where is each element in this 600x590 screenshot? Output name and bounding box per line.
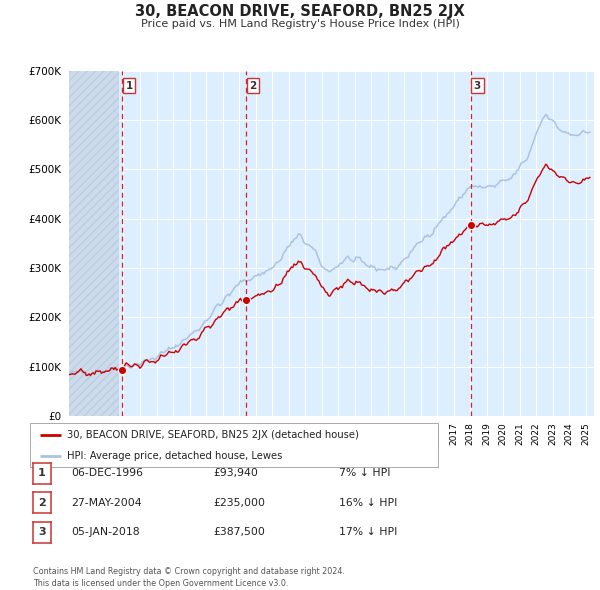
Text: £93,940: £93,940 bbox=[213, 468, 258, 478]
Text: 30, BEACON DRIVE, SEAFORD, BN25 2JX: 30, BEACON DRIVE, SEAFORD, BN25 2JX bbox=[135, 4, 465, 19]
Text: 30, BEACON DRIVE, SEAFORD, BN25 2JX (detached house): 30, BEACON DRIVE, SEAFORD, BN25 2JX (det… bbox=[67, 431, 359, 440]
Text: 1: 1 bbox=[38, 468, 46, 478]
Text: 3: 3 bbox=[474, 81, 481, 91]
Text: 05-JAN-2018: 05-JAN-2018 bbox=[71, 527, 139, 537]
Point bbox=[118, 365, 127, 374]
Text: HPI: Average price, detached house, Lewes: HPI: Average price, detached house, Lewe… bbox=[67, 451, 282, 461]
Text: Price paid vs. HM Land Registry's House Price Index (HPI): Price paid vs. HM Land Registry's House … bbox=[140, 19, 460, 29]
Point bbox=[466, 220, 475, 230]
Text: 2: 2 bbox=[38, 498, 46, 507]
Text: 3: 3 bbox=[38, 527, 46, 537]
Text: 16% ↓ HPI: 16% ↓ HPI bbox=[339, 498, 397, 507]
Text: 2: 2 bbox=[249, 81, 256, 91]
Text: 7% ↓ HPI: 7% ↓ HPI bbox=[339, 468, 391, 478]
Text: 17% ↓ HPI: 17% ↓ HPI bbox=[339, 527, 397, 537]
Text: 27-MAY-2004: 27-MAY-2004 bbox=[71, 498, 142, 507]
Text: £235,000: £235,000 bbox=[213, 498, 265, 507]
Bar bbox=[69, 71, 119, 416]
Text: 06-DEC-1996: 06-DEC-1996 bbox=[71, 468, 143, 478]
Text: Contains HM Land Registry data © Crown copyright and database right 2024.
This d: Contains HM Land Registry data © Crown c… bbox=[33, 567, 345, 588]
Point bbox=[241, 296, 251, 305]
Text: 1: 1 bbox=[125, 81, 133, 91]
Text: £387,500: £387,500 bbox=[213, 527, 265, 537]
